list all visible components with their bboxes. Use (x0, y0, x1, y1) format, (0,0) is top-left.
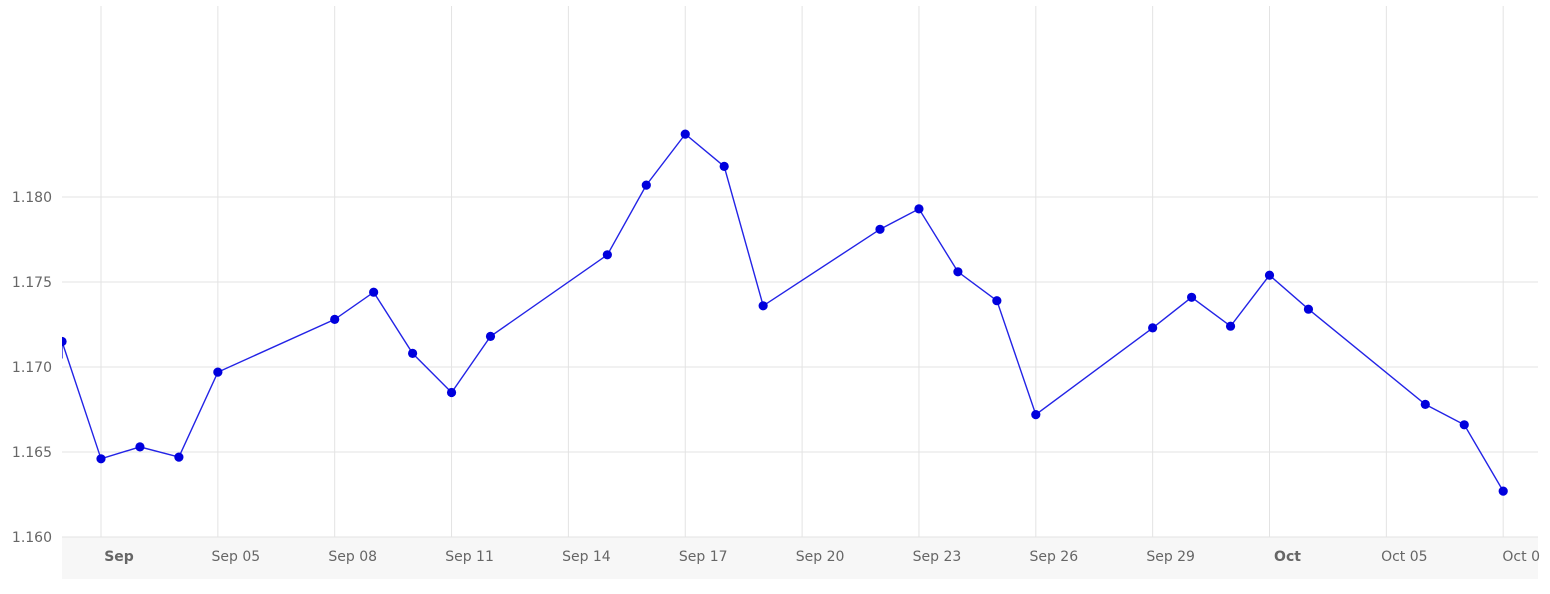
data-point (602, 250, 612, 260)
y-tick-label: 1.175 (12, 275, 52, 291)
data-point (641, 180, 651, 190)
x-tick-label: Sep 05 (212, 549, 261, 565)
y-axis-ticks: 1.160 1.165 1.170 1.175 1.180 (12, 190, 52, 546)
x-tick-label: Oct 0 (1502, 549, 1540, 565)
x-tick-label: Sep (104, 549, 134, 565)
gridlines (62, 6, 1538, 538)
data-point (135, 442, 145, 452)
data-point (1225, 321, 1236, 331)
data-point (213, 367, 223, 377)
data-point (1148, 323, 1158, 333)
data-point (1264, 270, 1275, 280)
x-tick-label: Oct (1274, 549, 1301, 565)
data-point (446, 387, 457, 398)
data-point (1498, 486, 1508, 496)
data-point (953, 267, 963, 277)
data-point (485, 331, 496, 341)
data-point (680, 129, 690, 139)
y-tick-label: 1.160 (12, 530, 52, 546)
x-tick-label: Sep 08 (328, 549, 377, 565)
data-point (1031, 410, 1041, 420)
data-point (369, 287, 379, 297)
data-point (875, 224, 885, 234)
data-point (719, 161, 729, 171)
data-point (174, 452, 184, 462)
data-series (62, 129, 1508, 496)
x-tick-label: Sep 14 (562, 549, 611, 565)
x-tick-label: Sep 26 (1029, 549, 1078, 565)
x-tick-label: Sep 29 (1146, 549, 1195, 565)
series-line (62, 133, 1504, 492)
y-tick-label: 1.180 (12, 190, 52, 206)
data-point (758, 301, 768, 311)
data-point (408, 348, 418, 358)
data-point (1303, 304, 1314, 314)
x-tick-label: Oct 05 (1381, 549, 1427, 565)
data-point (62, 336, 67, 347)
x-tick-label: Sep 11 (445, 549, 494, 565)
data-point (914, 204, 924, 214)
data-point (1459, 420, 1469, 430)
x-axis-ticks: Sep Sep 05 Sep 08 Sep 11 Sep 14 Sep 17 Sep 20 S… (104, 549, 1540, 565)
x-tick-label: Sep 17 (679, 549, 728, 565)
y-tick-label: 1.165 (12, 445, 52, 461)
y-tick-label: 1.170 (12, 360, 52, 376)
data-point (992, 296, 1002, 306)
data-point (1420, 399, 1430, 409)
data-point (1187, 292, 1197, 302)
x-tick-label: Sep 23 (913, 549, 962, 565)
x-axis-band (62, 537, 1538, 579)
data-point (330, 314, 340, 324)
data-point (96, 454, 106, 464)
x-tick-label: Sep 20 (796, 549, 845, 565)
